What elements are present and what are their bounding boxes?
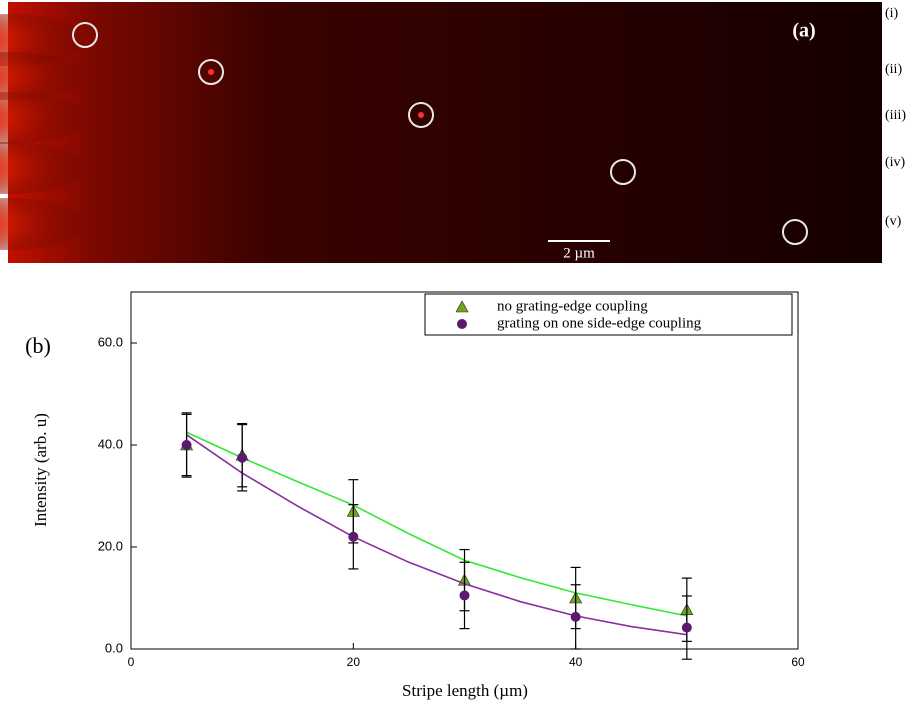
x-tick-label: 20 [347,655,361,669]
fit-line [186,431,687,617]
point [348,531,359,542]
x-tick-label: 40 [569,655,583,669]
row-label: (iv) [885,155,906,170]
point [237,452,248,463]
row-label: (i) [885,6,899,21]
panel-a-image [0,2,882,263]
legend-marker [455,300,469,313]
legend-label: grating on one side-edge coupling [497,315,702,331]
plot-frame [130,291,799,650]
panel-label: (a) [792,20,815,42]
row-label: (iii) [885,108,906,123]
legend-marker [457,319,467,329]
y-tick-label: 60.0 [98,334,123,349]
y-tick-label: 20.0 [98,538,123,553]
x-axis-label: Stripe length (µm) [402,681,528,700]
scale-bar-label: 2 µm [563,245,595,261]
x-tick-label: 60 [791,655,805,669]
y-axis-label: Intensity (arb. u) [31,413,50,527]
row-label: (ii) [885,62,902,77]
y-tick-label: 40.0 [98,436,123,451]
legend-box [424,293,793,336]
legend-label: no grating-edge coupling [497,298,648,314]
point [681,622,692,633]
point [181,440,192,450]
row-label: (v) [885,214,902,229]
fit-line [186,434,687,636]
panel-label: (b) [25,333,51,358]
x-tick-label: 0 [128,655,135,669]
point [459,590,470,601]
point [570,611,581,622]
y-tick-label: 0.0 [105,640,123,655]
